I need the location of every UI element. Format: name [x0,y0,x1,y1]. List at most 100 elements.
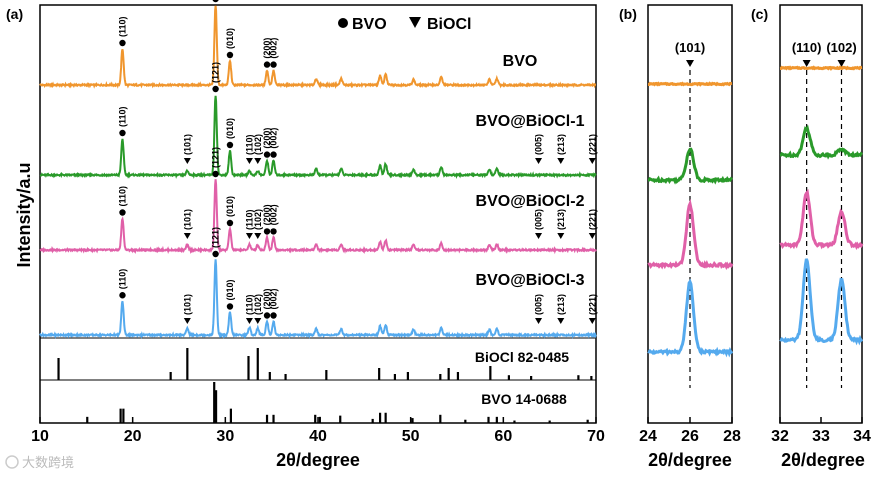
peak-annotation: (221) [587,209,597,239]
peak-label: (005) [534,294,544,315]
inset-series-line-1 [647,147,733,185]
y-axis-label: Intensity/a.u [14,162,34,267]
bvo-marker [226,51,234,59]
x-axis-label-b: 2θ/degree [648,450,732,470]
inset-series-line-3 [647,278,734,358]
bvo-marker [263,61,271,68]
bvo-marker [212,85,219,93]
biocl-marker [535,158,543,164]
biocl-marker [245,318,253,324]
peak-label: (002) [269,128,279,149]
peak-annotation: (110) [244,294,254,324]
bvo-marker [226,141,234,149]
biocl-marker [535,318,543,324]
x-tick-label-panel-b: 28 [723,428,741,445]
x-tick-label-a: 20 [124,428,142,445]
peak-label: (101) [182,209,192,230]
watermark: 大数跨境 [5,455,74,470]
bvo-marker [263,228,271,235]
peak-annotation: (200) [262,38,272,68]
panel-c-plot: 32 33 34 (110) (102) [771,40,871,445]
x-tick-label-panel-c: 34 [853,428,871,445]
peak-annotation: (110) [117,16,127,47]
inset-peak-label: (102) [826,40,856,55]
peak-annotation: (010) [225,196,235,227]
peak-label: (121) [211,147,221,168]
bvo-marker [119,129,126,137]
x-tick-label-a: 70 [587,428,605,445]
peak-annotation: (002) [269,128,279,158]
peak-label: (110) [244,294,254,315]
bvo-marker [212,0,219,3]
x-tick-label-panel-c: 33 [812,428,830,445]
bvo-marker [270,228,277,235]
peak-label: (121) [211,62,221,83]
peak-annotation: (102) [253,294,263,324]
biocl-marker [837,60,846,67]
biocl-marker [245,233,253,239]
peak-annotation: (101) [182,294,192,324]
panel-a-label: (a) [6,6,23,22]
series-line-0 [39,5,597,90]
biocl-marker [183,233,191,239]
peak-label: (213) [556,294,566,315]
biocl-marker [183,318,191,324]
bvo-marker [212,170,219,178]
series-line-2 [39,179,597,255]
x-tick-label-a: 60 [494,428,512,445]
peak-label: (002) [269,204,279,225]
peak-label: (213) [556,209,566,230]
peak-annotation: (213) [556,209,566,239]
peak-label: (102) [253,209,263,230]
peak-annotation: (101) [182,209,192,239]
bvo-marker [119,209,126,216]
peak-label: (101) [182,134,192,155]
peak-label: (005) [534,209,544,230]
peak-label: (200) [262,38,272,59]
peak-label: (213) [556,134,566,155]
peak-annotation: (005) [534,134,544,164]
bvo-marker [270,61,277,68]
bvo-marker [226,303,234,310]
legend-biocl-label: BiOCl [427,16,471,33]
panel-b-label: (b) [619,6,637,22]
biocl-marker [183,158,191,164]
peak-label: (010) [225,118,235,139]
peak-annotation: (002) [269,38,279,68]
peak-annotation: (200) [262,288,272,319]
peak-annotation: (102) [253,134,263,164]
bvo-marker [226,219,234,227]
peak-annotation: (110) [117,106,127,137]
biocl-marker [557,233,565,239]
peak-annotation: (005) [534,294,544,324]
peak-label: (110) [117,186,127,207]
bvo-marker [119,292,126,299]
legend-bvo-label: BVO [352,16,387,33]
legend-biocl-marker [409,17,421,28]
biocl-marker [588,233,596,239]
peak-label: (200) [262,288,272,309]
bvo-marker [270,312,277,319]
x-tick-label-panel-b: 26 [681,428,699,445]
peak-annotation: (102) [253,209,263,239]
inset-series-line-0 [647,81,733,87]
peak-annotation: (121) [211,227,221,258]
bvo-marker [119,39,126,47]
biocl-marker [254,158,262,164]
peak-label: (200) [262,128,272,149]
peak-label: (002) [269,288,279,309]
peak-label: (002) [269,38,279,59]
peak-label: (110) [117,16,127,37]
series-line-1 [39,95,597,179]
peak-annotation: (101) [182,134,192,164]
peak-annotation: (010) [225,118,235,149]
bvo-marker [270,151,277,158]
panel-b-plot: 24 26 28 (101) [639,40,741,445]
biocl-marker [254,233,262,239]
peak-annotation: (121) [211,62,221,93]
bvo-marker [212,250,219,258]
x-tick-label-a: 50 [402,428,420,445]
peak-label: (010) [225,196,235,217]
peak-annotation: (221) [587,134,597,164]
